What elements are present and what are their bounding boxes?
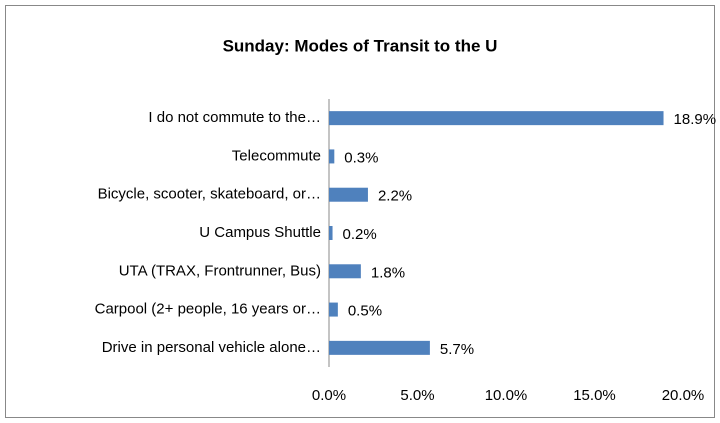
x-tick-label: 0.0% xyxy=(312,387,346,404)
bar xyxy=(329,149,335,164)
chart-title: Sunday: Modes of Transit to the U xyxy=(223,36,498,55)
x-tick-label: 20.0% xyxy=(662,387,705,404)
y-tick-label: Carpool (2+ people, 16 years or… xyxy=(95,301,321,318)
bar xyxy=(329,264,361,279)
bar xyxy=(329,111,664,126)
bar xyxy=(329,226,333,240)
x-tick-label: 15.0% xyxy=(573,387,616,404)
value-label: 5.7% xyxy=(440,341,474,358)
bar xyxy=(329,302,338,317)
value-label: 0.2% xyxy=(343,226,377,243)
value-label: 2.2% xyxy=(378,188,412,205)
value-label: 1.8% xyxy=(371,264,405,281)
y-tick-label: Drive in personal vehicle alone… xyxy=(102,339,321,356)
bar xyxy=(329,187,368,202)
value-label: 0.3% xyxy=(344,149,378,166)
y-tick-label: UTA (TRAX, Frontrunner, Bus) xyxy=(119,262,321,279)
y-tick-label: Bicycle, scooter, skateboard, or… xyxy=(98,186,321,203)
y-tick-label: I do not commute to the… xyxy=(148,109,321,126)
y-tick-label: U Campus Shuttle xyxy=(199,224,321,241)
bar xyxy=(329,340,430,355)
value-label: 18.9% xyxy=(674,111,717,128)
x-tick-label: 5.0% xyxy=(400,387,434,404)
value-label: 0.5% xyxy=(348,303,382,320)
x-tick-label: 10.0% xyxy=(485,387,528,404)
y-tick-label: Telecommute xyxy=(232,147,321,164)
